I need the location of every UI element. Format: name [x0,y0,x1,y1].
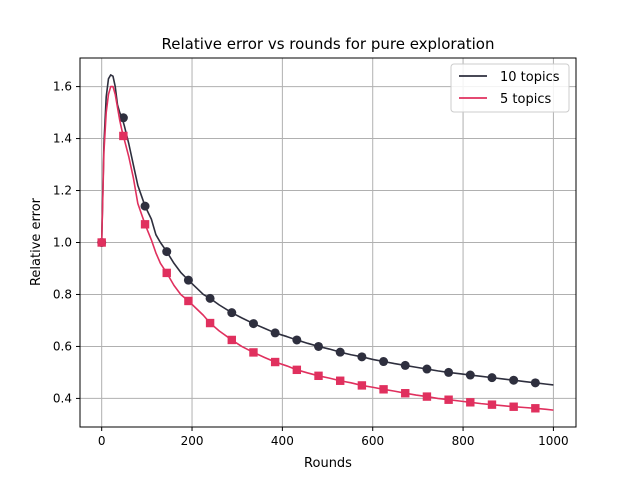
data-point [509,375,519,385]
data-point [292,335,302,345]
x-tick-label: 200 [181,434,204,448]
data-point [118,113,128,123]
x-axis-label: Rounds [304,456,352,471]
data-point [270,357,280,367]
data-point [487,400,497,409]
data-point [314,371,323,381]
x-axis-ticks: 0 200 400 600 800 1000 [98,427,569,448]
series-line [100,74,554,386]
data-point [227,335,236,345]
y-tick-label: 1.2 [53,184,72,198]
data-point [422,392,432,401]
grid [80,58,576,427]
data-point [162,268,171,278]
data-point [509,402,518,411]
data-point [140,220,150,229]
data-point [270,328,280,338]
data-point [466,398,475,407]
data-point [292,365,302,375]
data-point [335,347,345,357]
data-point [248,319,258,329]
series-layer [97,74,554,413]
chart-title: Relative error vs rounds for pure explor… [162,35,495,53]
data-point [119,131,128,141]
legend: 10 topics 5 topics [450,63,570,113]
data-point [400,360,410,370]
data-point [531,404,540,413]
y-tick-label: 0.8 [53,287,72,301]
data-point [444,395,453,404]
y-axis-ticks: 0.4 0.6 0.8 1.0 1.2 1.4 1.6 [53,80,80,405]
y-tick-label: 0.6 [53,339,72,353]
x-tick-label: 1000 [538,434,569,448]
data-point [97,238,106,247]
data-point [465,370,475,380]
data-point [530,378,540,388]
data-point [162,247,172,257]
series-2 [97,85,554,413]
data-point [227,308,237,318]
data-point [184,296,193,306]
y-tick-label: 1.0 [53,236,72,250]
data-point [205,318,215,328]
y-tick-label: 1.4 [53,132,72,146]
y-tick-label: 1.6 [53,80,72,94]
data-point [249,348,258,357]
data-point [205,293,215,303]
y-axis-label: Relative error [29,197,44,286]
legend-label: 5 topics [500,92,551,107]
data-point [357,352,367,362]
data-point [487,373,497,383]
y-tick-label: 0.4 [53,391,72,405]
legend-label: 10 topics [500,70,560,85]
data-point [314,341,324,351]
x-tick-label: 400 [271,434,294,448]
data-point [379,357,389,367]
data-point [183,275,193,285]
data-point [444,367,454,377]
data-point [422,364,432,374]
series-1 [97,74,554,388]
data-point [140,201,150,211]
data-point [379,385,388,394]
x-tick-label: 600 [361,434,384,448]
data-point [357,381,367,390]
data-point [401,389,410,398]
x-tick-label: 800 [452,434,475,448]
x-tick-label: 0 [98,434,106,448]
data-point [335,376,345,385]
